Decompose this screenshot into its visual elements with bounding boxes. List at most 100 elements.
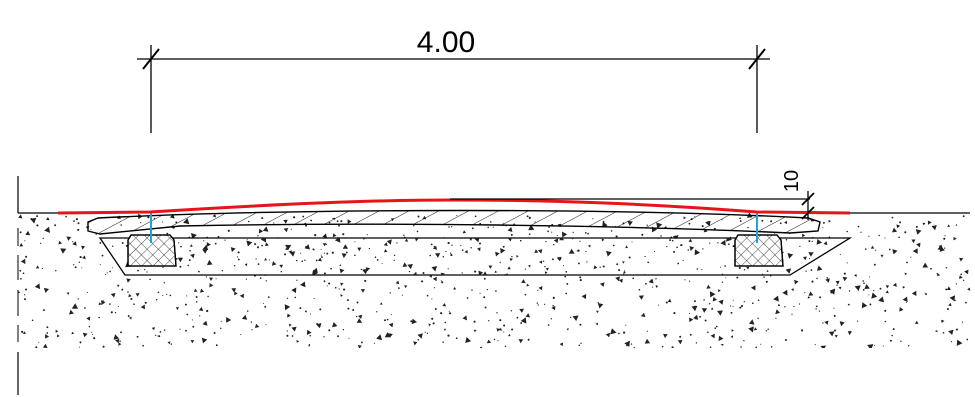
aggregate-stone — [896, 224, 901, 229]
aggregate-stone — [279, 264, 283, 269]
aggregate-dot — [822, 322, 824, 324]
aggregate-stone — [82, 332, 88, 338]
aggregate-dot — [111, 267, 113, 269]
aggregate-dot — [410, 320, 413, 323]
aggregate-dot — [363, 238, 365, 240]
aggregate-dot — [320, 254, 322, 256]
aggregate-stone — [339, 268, 345, 274]
aggregate-dot — [860, 231, 862, 233]
aggregate-dot — [551, 258, 554, 261]
aggregate-stone — [58, 240, 62, 245]
aggregate-dot — [551, 231, 553, 233]
aggregate-dot — [552, 243, 555, 246]
aggregate-stone — [264, 242, 269, 247]
aggregate-dot — [641, 233, 644, 236]
aggregate-dot — [25, 255, 28, 258]
aggregate-stone — [837, 248, 841, 253]
aggregate-dot — [326, 285, 328, 287]
aggregate-dot — [144, 301, 147, 304]
aggregate-stone — [193, 288, 198, 292]
aggregate-stone — [878, 296, 885, 303]
aggregate-stone — [677, 340, 683, 345]
aggregate-stone — [902, 296, 908, 303]
aggregate-dot — [166, 232, 169, 235]
aggregate-dot — [483, 277, 486, 280]
aggregate-dot — [305, 224, 308, 227]
aggregate-dot — [717, 242, 719, 244]
aggregate-stone — [892, 227, 898, 233]
aggregate-dot — [898, 236, 900, 239]
aggregate-stone — [478, 270, 484, 275]
aggregate-dot — [265, 324, 267, 326]
aggregate-dot — [818, 310, 820, 312]
aggregate-dot — [657, 238, 660, 239]
aggregate-stone — [432, 276, 437, 282]
aggregate-dot — [519, 239, 522, 242]
aggregate-dot — [719, 266, 721, 268]
aggregate-dot — [217, 235, 220, 238]
aggregate-dot — [791, 313, 793, 315]
aggregate-dot — [77, 222, 80, 225]
aggregate-stone — [916, 242, 921, 248]
aggregate-dot — [130, 297, 133, 301]
aggregate-dot — [264, 305, 267, 308]
aggregate-stone — [538, 249, 543, 254]
aggregate-dot — [653, 250, 656, 253]
aggregate-stone — [499, 327, 503, 331]
aggregate-dot — [339, 264, 342, 267]
aggregate-dot — [805, 270, 807, 272]
aggregate-dot — [206, 309, 209, 313]
aggregate-dot — [192, 325, 195, 328]
aggregate-dot — [666, 245, 668, 248]
aggregate-dot — [577, 249, 580, 252]
aggregate-dot — [566, 282, 569, 285]
aggregate-dot — [863, 282, 865, 285]
aggregate-stone — [941, 319, 945, 324]
aggregate-dot — [833, 329, 837, 332]
aggregate-stone — [465, 337, 472, 343]
aggregate-stone — [880, 254, 884, 258]
aggregate-dot — [763, 276, 765, 278]
aggregate-dot — [19, 269, 22, 272]
aggregate-dot — [191, 319, 193, 321]
aggregate-stone — [867, 344, 874, 348]
aggregate-dot — [323, 272, 326, 275]
aggregate-dot — [91, 331, 93, 333]
aggregate-dot — [214, 242, 217, 245]
aggregate-dot — [460, 244, 462, 246]
aggregate-dot — [550, 318, 552, 320]
aggregate-dot — [393, 254, 396, 257]
aggregate-dot — [869, 303, 872, 306]
aggregate-stone — [296, 340, 300, 343]
aggregate-stone — [234, 291, 238, 296]
aggregate-stone — [496, 328, 501, 332]
aggregate-dot — [334, 286, 337, 289]
aggregate-stone — [25, 230, 31, 236]
aggregate-dot — [112, 245, 114, 247]
aggregate-dot — [179, 265, 182, 268]
aggregate-stone — [209, 283, 214, 288]
aggregate-stone — [388, 322, 394, 328]
aggregate-stone — [340, 294, 343, 297]
aggregate-dot — [254, 243, 257, 246]
aggregate-dot — [709, 346, 712, 348]
aggregate-stone — [22, 331, 26, 334]
aggregate-dot — [826, 277, 829, 279]
aggregate-dot — [326, 252, 329, 255]
aggregate-dot — [576, 250, 578, 252]
aggregate-dot — [180, 245, 182, 248]
aggregate-stone — [568, 248, 575, 254]
aggregate-dot — [862, 280, 865, 282]
aggregate-stone — [504, 273, 508, 275]
aggregate-dot — [186, 295, 188, 297]
aggregate-dot — [447, 241, 450, 245]
aggregate-dot — [81, 267, 83, 269]
aggregate-stone — [384, 332, 391, 338]
aggregate-dot — [78, 346, 80, 348]
aggregate-stone — [254, 323, 260, 328]
aggregate-stone — [202, 244, 209, 251]
aggregate-dot — [848, 290, 851, 292]
aggregate-dot — [868, 294, 870, 296]
aggregate-dot — [448, 226, 450, 228]
tick-right — [748, 48, 766, 70]
